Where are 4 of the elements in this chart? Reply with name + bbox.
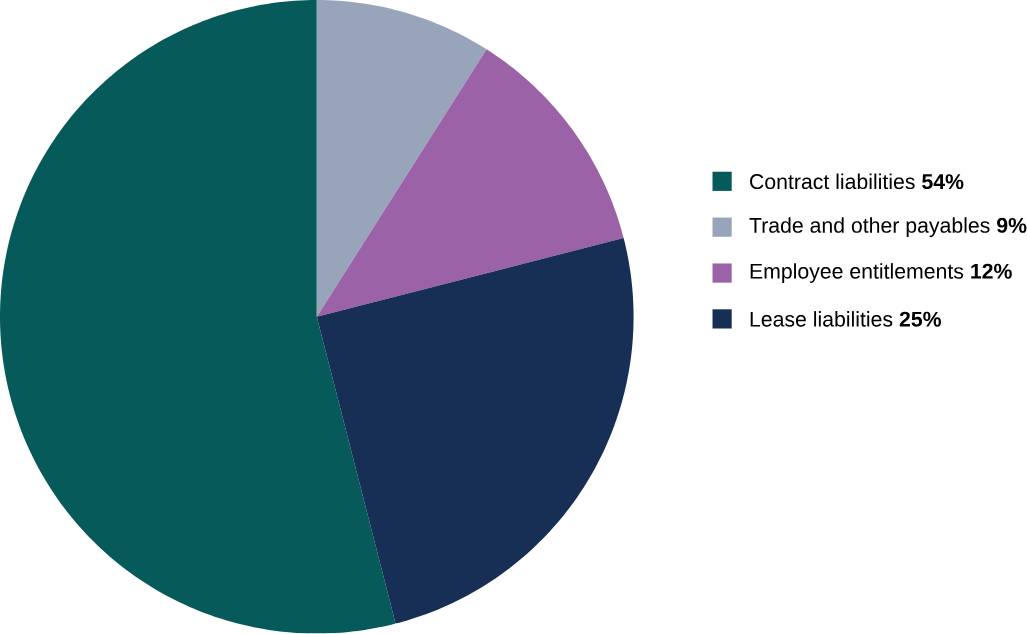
legend-label: Lease liabilities 25%	[750, 311, 941, 327]
legend-label: Employee entitlements 12%	[750, 263, 1012, 284]
legend-label: Trade and other payables 9%	[749, 217, 1027, 238]
legend-label: Contract liabilities 54%	[750, 173, 964, 190]
